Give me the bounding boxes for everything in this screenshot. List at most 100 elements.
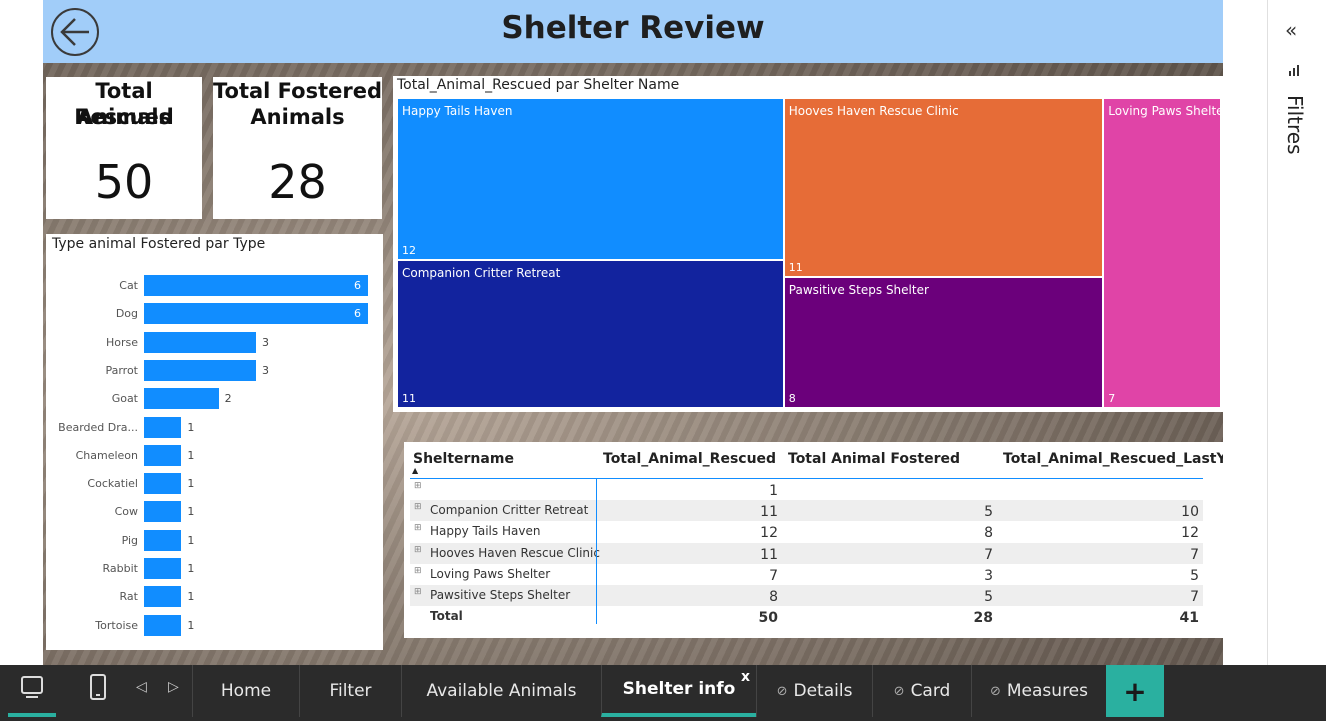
bar[interactable] bbox=[144, 303, 368, 325]
expand-icon[interactable]: ⊞ bbox=[414, 565, 422, 576]
collapse-icon[interactable]: « bbox=[1285, 18, 1298, 42]
bar[interactable] bbox=[144, 614, 182, 636]
cell-sheltername: Companion Critter Retreat bbox=[430, 503, 589, 518]
bar-category-label: Chameleon bbox=[75, 448, 138, 462]
table-row[interactable]: ⊞ Loving Paws Shelter 7 3 5 bbox=[410, 564, 1203, 585]
bar[interactable] bbox=[144, 359, 256, 381]
tab-label: Details bbox=[793, 681, 853, 701]
filter-pane-label[interactable]: Filtres bbox=[1283, 95, 1307, 155]
cell-lasty: 7 bbox=[1190, 589, 1199, 605]
kpi-card-rescued[interactable]: Total Rescued Animals 50 bbox=[46, 77, 202, 219]
expand-icon[interactable]: ⊞ bbox=[414, 481, 422, 491]
cell-fostered: 5 bbox=[984, 504, 993, 521]
expand-icon[interactable]: ⊞ bbox=[414, 502, 422, 513]
close-tab-button[interactable]: x bbox=[740, 669, 750, 685]
kpi-value: 50 bbox=[94, 155, 154, 209]
expand-icon[interactable]: ⊞ bbox=[414, 587, 422, 597]
bar-category-label: Cat bbox=[119, 279, 138, 292]
prev-page-icon[interactable]: ◁ bbox=[136, 679, 147, 695]
cell-fostered: 7 bbox=[984, 546, 993, 563]
tab-label: Filter bbox=[329, 681, 372, 701]
add-page-button[interactable]: + bbox=[1106, 665, 1164, 717]
mobile-view-button[interactable] bbox=[74, 665, 122, 717]
filter-pane[interactable]: « bbox=[1267, 0, 1326, 665]
table-row[interactable]: ⊞ Hooves Haven Rescue Clinic 11 7 7 bbox=[410, 542, 1203, 564]
bar-value-label: 1 bbox=[187, 420, 195, 434]
treemap-tile[interactable]: Pawsitive Steps Shelter 8 bbox=[783, 277, 1104, 408]
bar[interactable] bbox=[144, 388, 219, 410]
cell-sheltername: Loving Paws Shelter bbox=[430, 566, 551, 581]
cell-fostered: 3 bbox=[984, 567, 993, 584]
desktop-view-button[interactable] bbox=[8, 665, 56, 717]
column-divider bbox=[596, 478, 597, 624]
tab-card[interactable]: ⊘ Card bbox=[872, 665, 971, 717]
col-header-sheltername[interactable]: Sheltername bbox=[413, 451, 514, 467]
treemap-tile-label: Companion Critter Retreat bbox=[402, 265, 561, 280]
tab-details[interactable]: ⊘ Details bbox=[756, 665, 872, 717]
treemap-tile[interactable]: Companion Critter Retreat 11 bbox=[397, 259, 784, 408]
bar[interactable] bbox=[144, 586, 182, 608]
tab-filter[interactable]: Filter bbox=[299, 665, 401, 717]
bar[interactable] bbox=[144, 529, 182, 551]
cell-lasty: 41 bbox=[1179, 610, 1199, 627]
tab-measures[interactable]: ⊘ Measures bbox=[971, 665, 1106, 717]
cell-rescued: 1 bbox=[769, 483, 778, 499]
col-header-rescued[interactable]: Total_Animal_Rescued bbox=[603, 451, 777, 467]
treemap-title: Total_Animal_Rescued par Shelter Name bbox=[397, 77, 680, 93]
bar[interactable] bbox=[144, 331, 256, 353]
treemap-tile-label: Pawsitive Steps Shelter bbox=[788, 283, 929, 298]
expand-icon[interactable]: ⊞ bbox=[414, 523, 422, 534]
treemap-tile[interactable]: Happy Tails Haven 12 bbox=[397, 98, 784, 260]
treemap-panel[interactable]: Total_Animal_Rescued par Shelter Name Ha… bbox=[393, 76, 1223, 412]
tab-label: Measures bbox=[1006, 681, 1088, 701]
treemap-tile-value: 8 bbox=[788, 391, 796, 405]
tab-label: Available Animals bbox=[426, 681, 577, 701]
cell-fostered: 5 bbox=[984, 589, 993, 605]
tab-available-animals[interactable]: Available Animals bbox=[401, 665, 601, 717]
shelter-table-panel[interactable]: Sheltername ▲ Total_Animal_Rescued Total… bbox=[404, 442, 1223, 638]
table-row[interactable]: ⊞ Companion Critter Retreat 11 5 10 bbox=[410, 500, 1203, 522]
table-row[interactable]: ⊞ 1 bbox=[410, 479, 1203, 500]
tab-home[interactable]: Home bbox=[192, 665, 299, 717]
shelter-table: Sheltername ▲ Total_Animal_Rescued Total… bbox=[410, 448, 1223, 629]
back-button[interactable] bbox=[51, 8, 99, 56]
cell-rescued: 12 bbox=[760, 525, 778, 542]
bar-value-label: 1 bbox=[187, 533, 195, 547]
col-header-fostered[interactable]: Total Animal Fostered bbox=[788, 451, 960, 467]
bar-chart-panel[interactable]: Type animal Fostered par Type Cat 6 Dog 6 Ho… bbox=[46, 234, 383, 650]
bar-value-label: 1 bbox=[187, 590, 195, 604]
table-row[interactable]: ⊞ Pawsitive Steps Shelter 8 5 7 bbox=[410, 585, 1203, 607]
bar-value-label: 3 bbox=[262, 363, 269, 377]
table-row[interactable]: ⊞ Happy Tails Haven 12 8 12 bbox=[410, 521, 1203, 542]
bar[interactable] bbox=[144, 416, 182, 438]
treemap-tile[interactable]: Hooves Haven Rescue Clinic 11 bbox=[783, 98, 1104, 278]
bar[interactable] bbox=[144, 473, 182, 495]
back-arrow-icon bbox=[60, 18, 89, 46]
sort-ascending-icon: ▲ bbox=[412, 466, 419, 475]
page-title: Shelter Review bbox=[501, 10, 765, 46]
bar-category-label: Rat bbox=[119, 590, 138, 604]
table-total-row[interactable]: Total 50 28 41 bbox=[410, 606, 1203, 627]
treemap-tile[interactable]: Loving Paws Shelter 7 bbox=[1103, 98, 1223, 408]
tab-label: Home bbox=[220, 681, 272, 701]
kpi-value: 28 bbox=[268, 155, 327, 209]
treemap-tile-value: 12 bbox=[402, 243, 416, 257]
expand-icon[interactable]: ⊞ bbox=[414, 544, 422, 555]
bar-category-label: Pig bbox=[121, 533, 138, 547]
bar[interactable] bbox=[144, 275, 368, 296]
bar[interactable] bbox=[144, 501, 182, 523]
treemap-tile-label: Happy Tails Haven bbox=[402, 104, 513, 118]
kpi-card-fostered[interactable]: Total Fostered Animals 28 bbox=[213, 77, 382, 219]
next-page-icon[interactable]: ▷ bbox=[168, 679, 179, 695]
cell-lasty: 12 bbox=[1181, 525, 1199, 542]
col-header-lasty[interactable]: Total_Animal_Rescued_LastY bbox=[1003, 451, 1223, 467]
bar-category-label: Bearded Dra... bbox=[58, 420, 138, 434]
tab-shelter-info[interactable]: Shelter info x bbox=[601, 665, 756, 717]
cell-sheltername: Happy Tails Haven bbox=[430, 524, 541, 539]
bar-category-label: Cow bbox=[114, 505, 138, 519]
bar-category-label: Parrot bbox=[105, 363, 138, 377]
filter-icon[interactable] bbox=[1287, 62, 1301, 76]
bar[interactable] bbox=[144, 558, 182, 579]
hidden-eye-icon: ⊘ bbox=[989, 683, 1001, 699]
bar[interactable] bbox=[144, 444, 182, 466]
